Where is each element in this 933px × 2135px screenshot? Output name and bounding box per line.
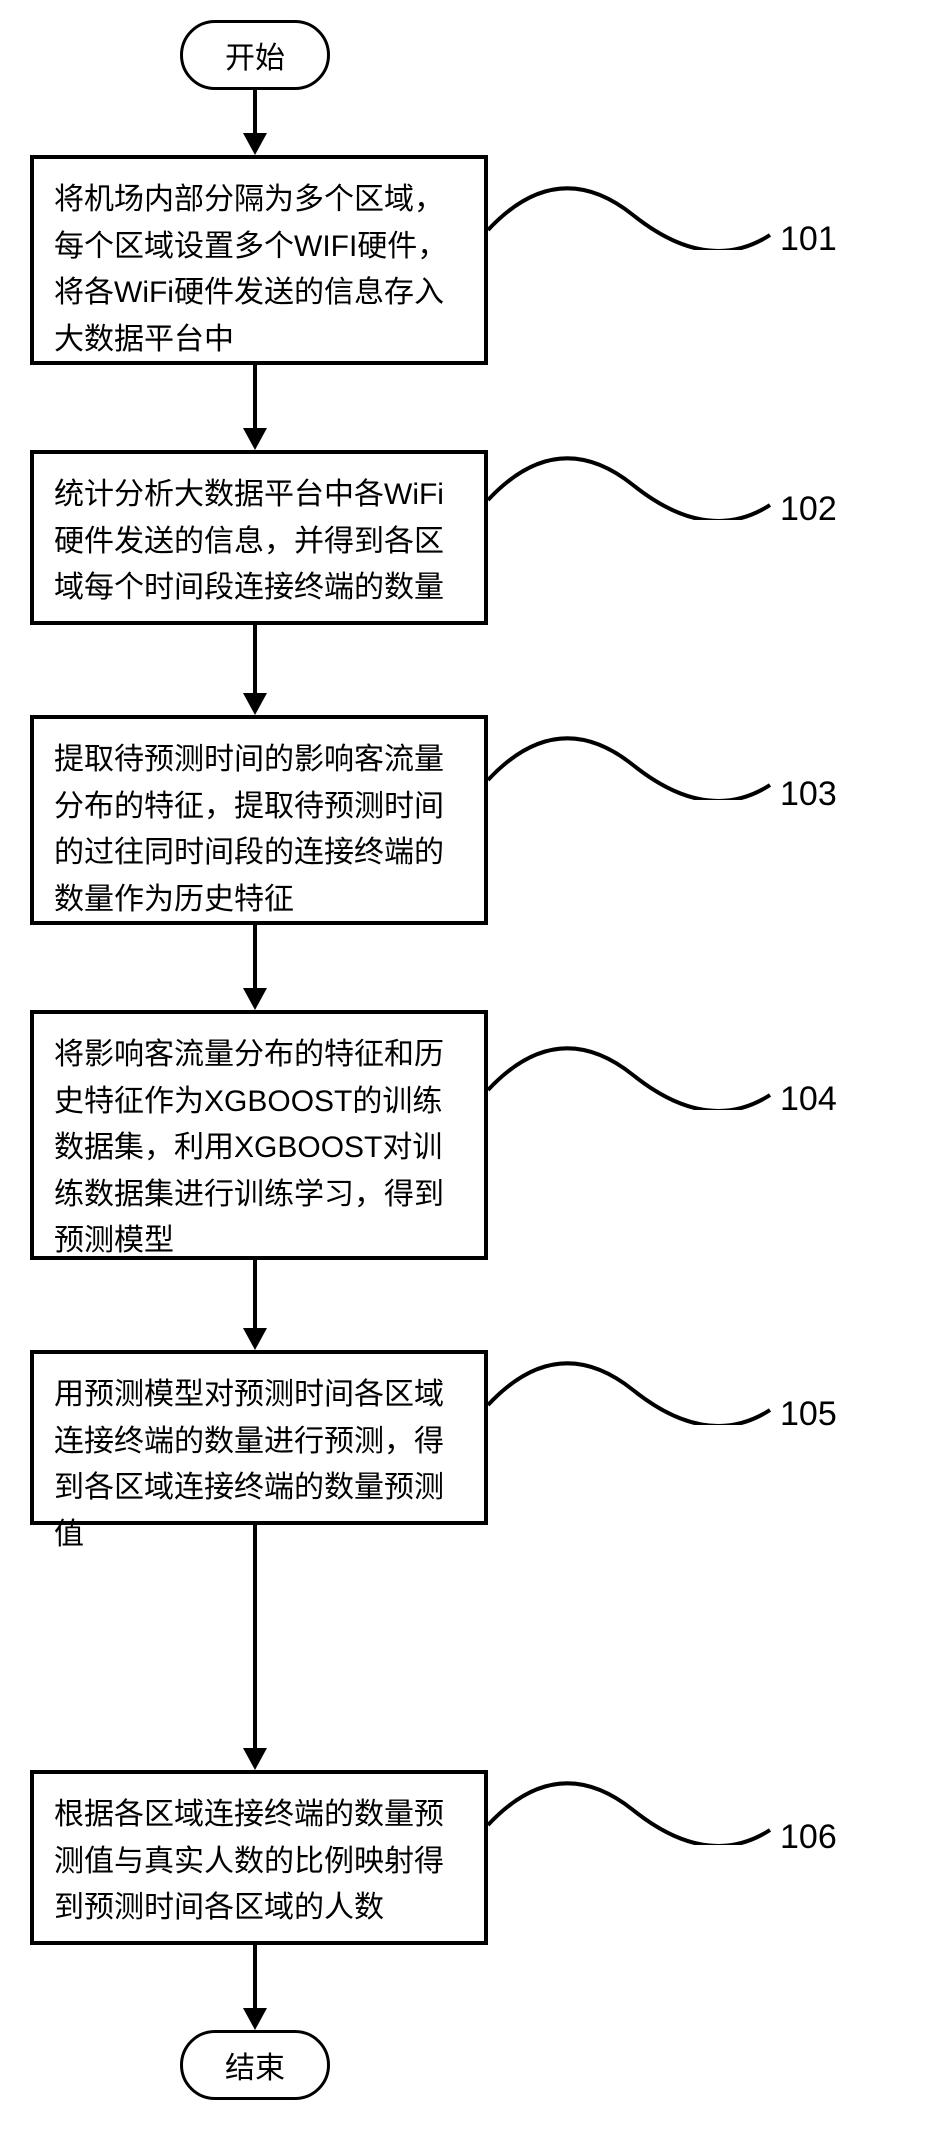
step-106-text: 根据各区域连接终端的数量预测值与真实人数的比例映射得到预测时间各区域的人数 [54,1798,444,1924]
arrow-1 [253,90,257,135]
flowchart-container: 开始 将机场内部分隔为多个区域，每个区域设置多个WIFI硬件，将各WiFi硬件发… [0,20,933,2115]
start-terminator: 开始 [180,20,330,90]
arrow-5 [253,1260,257,1330]
start-label: 开始 [225,33,285,77]
step-103-label: 103 [780,775,837,814]
arrow-6-head [243,1748,267,1770]
arrow-7 [253,1945,257,2010]
step-105-text: 用预测模型对预测时间各区域连接终端的数量进行预测，得到各区域连接终端的数量预测值 [54,1378,444,1551]
step-102-text: 统计分析大数据平台中各WiFi硬件发送的信息，并得到各区域每个时间段连接终端的数… [54,478,444,604]
arrow-3 [253,625,257,695]
step-103-box: 提取待预测时间的影响客流量分布的特征，提取待预测时间的过往同时间段的连接终端的数… [30,715,488,925]
step-101-label: 101 [780,220,837,259]
step-105-connector [488,1355,778,1425]
arrow-6 [253,1525,257,1750]
step-106-label: 106 [780,1818,837,1857]
step-106-box: 根据各区域连接终端的数量预测值与真实人数的比例映射得到预测时间各区域的人数 [30,1770,488,1945]
step-104-box: 将影响客流量分布的特征和历史特征作为XGBOOST的训练数据集，利用XGBOOS… [30,1010,488,1260]
arrow-7-head [243,2008,267,2030]
step-103-text: 提取待预测时间的影响客流量分布的特征，提取待预测时间的过往同时间段的连接终端的数… [54,743,444,916]
end-terminator: 结束 [180,2030,330,2100]
step-101-text: 将机场内部分隔为多个区域，每个区域设置多个WIFI硬件，将各WiFi硬件发送的信… [54,183,447,356]
step-102-connector [488,450,778,520]
step-102-box: 统计分析大数据平台中各WiFi硬件发送的信息，并得到各区域每个时间段连接终端的数… [30,450,488,625]
arrow-1-head [243,133,267,155]
step-104-connector [488,1040,778,1110]
arrow-4 [253,925,257,990]
step-106-connector [488,1775,778,1845]
step-105-box: 用预测模型对预测时间各区域连接终端的数量进行预测，得到各区域连接终端的数量预测值 [30,1350,488,1525]
step-103-connector [488,730,778,800]
arrow-3-head [243,693,267,715]
arrow-2-head [243,428,267,450]
arrow-5-head [243,1328,267,1350]
arrow-4-head [243,988,267,1010]
step-102-label: 102 [780,490,837,529]
step-105-label: 105 [780,1395,837,1434]
step-101-connector [488,180,778,250]
arrow-2 [253,365,257,430]
step-101-box: 将机场内部分隔为多个区域，每个区域设置多个WIFI硬件，将各WiFi硬件发送的信… [30,155,488,365]
step-104-label: 104 [780,1080,837,1119]
step-104-text: 将影响客流量分布的特征和历史特征作为XGBOOST的训练数据集，利用XGBOOS… [54,1038,444,1257]
end-label: 结束 [225,2043,285,2087]
